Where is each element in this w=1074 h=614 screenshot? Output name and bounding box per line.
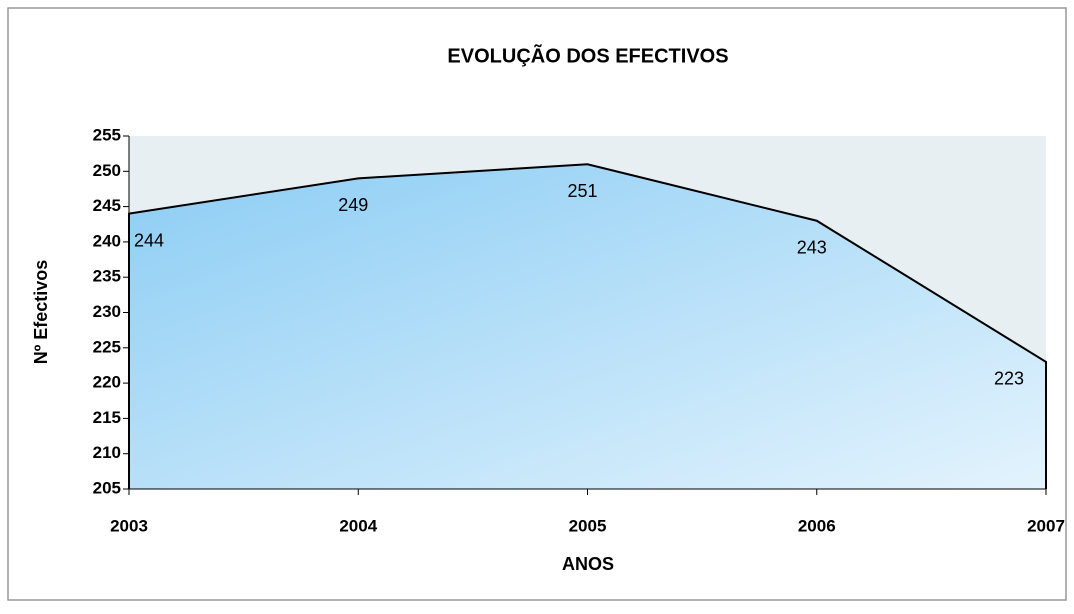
y-tick-label: 215 (93, 408, 121, 427)
data-label: 223 (994, 369, 1024, 389)
area (129, 164, 1046, 490)
x-axis-title: ANOS (562, 554, 614, 574)
y-tick-label: 210 (93, 443, 121, 462)
x-tick-label: 2005 (569, 516, 607, 535)
y-tick-label: 240 (93, 231, 121, 250)
x-tick-label: 2006 (798, 516, 836, 535)
x-tick-label: 2004 (339, 516, 377, 535)
y-tick-label: 235 (93, 267, 121, 286)
y-tick-label: 255 (93, 125, 121, 144)
y-tick-label: 220 (93, 373, 121, 392)
data-label: 244 (134, 230, 164, 250)
y-tick-label: 250 (93, 161, 121, 180)
y-tick-label: 225 (93, 337, 121, 356)
data-label: 243 (797, 237, 827, 257)
chart-title: EVOLUÇÃO DOS EFECTIVOS (447, 44, 728, 67)
data-label: 251 (567, 181, 597, 201)
y-axis-title: Nº Efectivos (31, 260, 51, 365)
y-tick-label: 230 (93, 302, 121, 321)
y-tick-label: 245 (93, 196, 121, 215)
x-tick-label: 2003 (110, 516, 148, 535)
y-tick-label: 205 (93, 478, 121, 497)
x-tick-label: 2007 (1027, 516, 1065, 535)
data-label: 249 (338, 195, 368, 215)
